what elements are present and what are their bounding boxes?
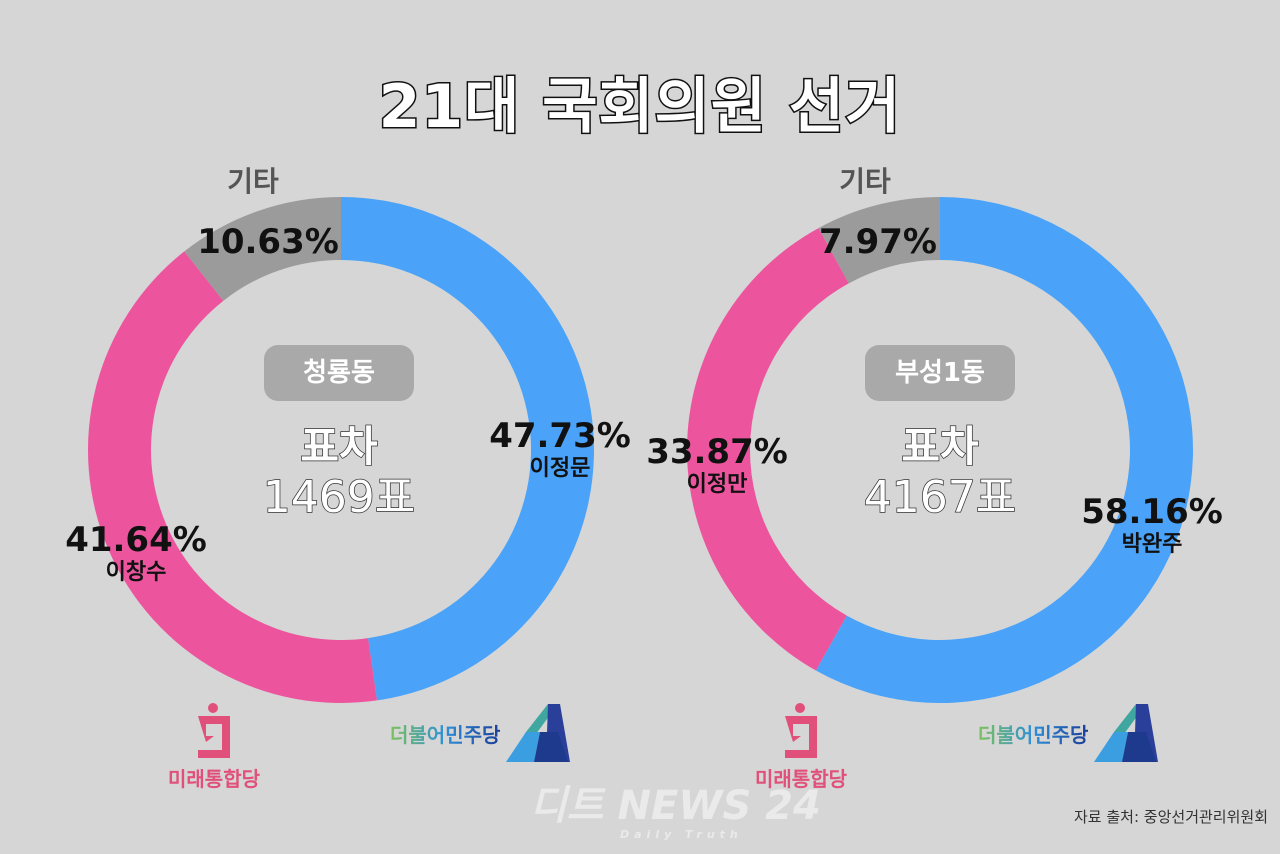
other-heading-left: 기타: [227, 165, 279, 198]
dem-name: 더불어민주당: [390, 719, 500, 748]
pct-label: 58.16%: [1081, 492, 1223, 532]
donut-slice-0-2: [184, 197, 341, 301]
candidate-name: 박완주: [1121, 532, 1183, 557]
watermark-sub: Daily Truth: [620, 828, 743, 841]
donut-slice-0-1: [87, 251, 377, 703]
donut-slice-1-0: [815, 197, 1193, 703]
label-blue-left: 47.73% 이정문: [489, 416, 631, 482]
donut-slice-1-1: [687, 228, 849, 671]
ppp-name: 미래통합당: [168, 767, 260, 791]
district-badge-right: 부성1동: [865, 345, 1015, 401]
ppp-logo-right: 미래통합당: [755, 702, 847, 792]
vote-gap-right: 표차 4167표: [863, 421, 1017, 524]
source-note: 자료 출처: 중앙선거관리위원회: [1074, 808, 1268, 826]
pct-label: 33.87%: [646, 432, 788, 472]
ppp-logo-left: 미래통합당: [168, 702, 260, 792]
label-pink-left: 41.64% 이창수: [65, 520, 207, 586]
dem-name: 더불어민주당: [978, 719, 1088, 748]
ppp-emblem-icon: [198, 703, 230, 758]
donut-slice-0-0: [341, 197, 594, 701]
ppp-name: 미래통합당: [755, 767, 847, 791]
gap-label: 표차: [300, 421, 379, 472]
candidate-name: 이정만: [686, 472, 748, 497]
dem-emblem-icon: [1094, 704, 1159, 762]
gap-label: 표차: [901, 421, 980, 472]
watermark-main: 디트 NEWS 24: [530, 783, 821, 829]
candidate-name: 이정문: [529, 456, 591, 481]
district-badge-left: 청룡동: [264, 345, 414, 401]
pct-label-other-right: 7.97%: [819, 222, 937, 262]
pct-label-other-left: 10.63%: [197, 222, 339, 262]
gap-value: 1469표: [262, 471, 416, 524]
label-blue-right: 58.16% 박완주: [1081, 492, 1223, 558]
ppp-emblem-icon: [785, 703, 817, 758]
label-pink-right: 33.87% 이정만: [646, 432, 788, 498]
dem-logo-left: 더불어민주당: [390, 702, 580, 764]
pct-label: 47.73%: [489, 416, 631, 456]
dem-logo-right: 더불어민주당: [978, 702, 1168, 764]
dem-emblem-icon: [506, 704, 571, 762]
donut-slice-1-2: [818, 197, 940, 284]
pct-label: 41.64%: [65, 520, 207, 560]
page-title: 21대 국회의원 선거: [377, 71, 902, 144]
other-heading-right: 기타: [839, 165, 891, 198]
watermark-logo: 디트 NEWS 24 Daily Truth: [530, 784, 821, 842]
vote-gap-left: 표차 1469표: [262, 421, 416, 524]
candidate-name: 이창수: [105, 560, 167, 585]
gap-value: 4167표: [863, 471, 1017, 524]
